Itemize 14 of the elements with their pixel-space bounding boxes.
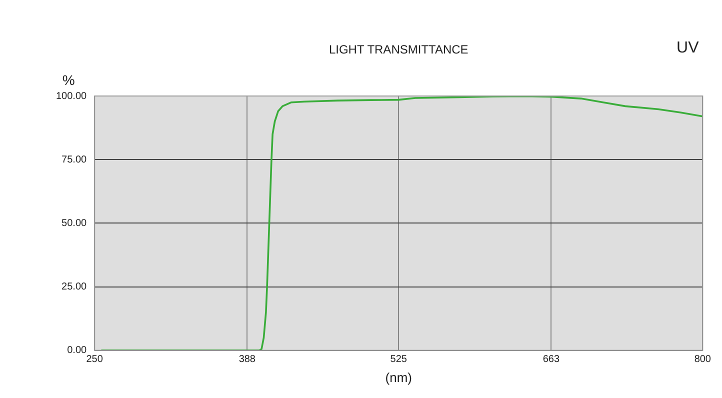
x-axis-title: (nm): [385, 370, 412, 385]
x-tick-label: 525: [390, 354, 408, 366]
chart-title: LIGHT TRANSMITTANCE: [328, 42, 468, 56]
y-tick-label: 25.00: [62, 282, 88, 293]
x-tick-label: 663: [542, 354, 560, 366]
x-tick-label: 388: [238, 354, 256, 366]
y-axis-title: %: [62, 72, 75, 88]
y-tick-label: 75.00: [62, 154, 88, 166]
y-tick-label: 50.00: [62, 218, 88, 229]
text: UV: [676, 39, 700, 56]
x-tick-label: 800: [694, 354, 712, 366]
x-tick-label: 250: [86, 354, 104, 366]
y-tick-label: 100.00: [56, 90, 88, 102]
y-tick-label: 0.00: [67, 345, 88, 356]
